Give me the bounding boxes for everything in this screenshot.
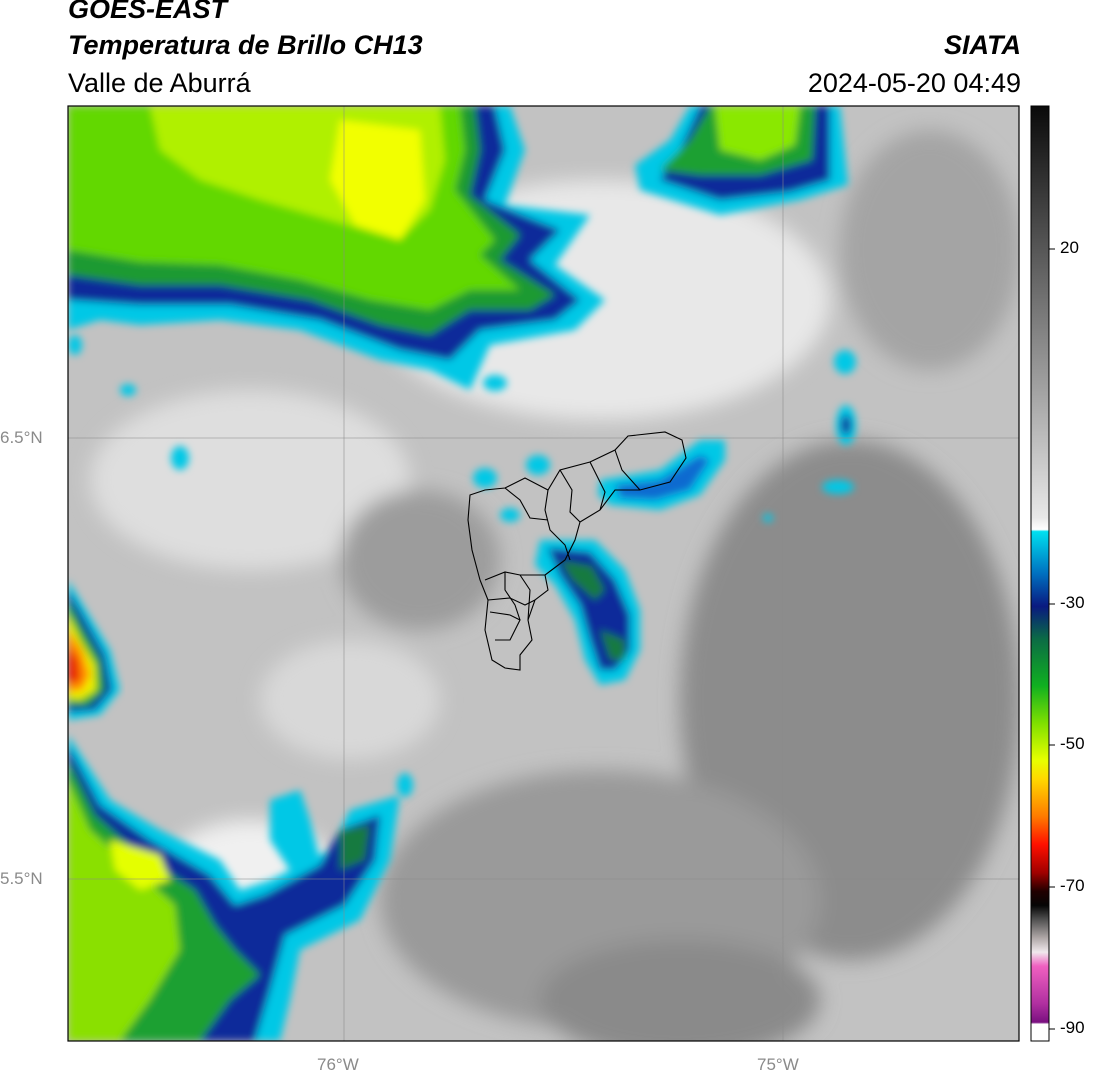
- municipality-border: [489, 611, 521, 641]
- warm-region: [90, 390, 410, 570]
- map-frame: [67, 105, 1020, 1042]
- lat-tick-label: 5.5°N: [0, 869, 43, 888]
- colorbar-ticks: [1049, 248, 1055, 1030]
- colorbar-tick-label: -70: [1060, 876, 1085, 895]
- colorbar-tick-label: 20: [1060, 238, 1079, 257]
- municipality-border: [589, 461, 606, 511]
- warm-region: [260, 640, 440, 760]
- map-gridlines: [68, 106, 1019, 1041]
- timestamp-label: 2024-05-20 04:49: [807, 68, 1021, 98]
- cold-cloud-region: [540, 940, 820, 1041]
- municipality-border: [504, 572, 521, 621]
- cold-cloud-region: [840, 130, 1019, 370]
- colorbar-ramp: [1031, 106, 1049, 1041]
- valley-outline: [467, 431, 687, 671]
- lon-tick-label: 76°W: [317, 1055, 359, 1074]
- convective-cloud-northwest: [68, 106, 605, 390]
- municipality-border: [487, 597, 536, 606]
- organization-label: SIATA: [944, 30, 1021, 60]
- title-satellite: GOES-EAST: [68, 0, 228, 24]
- convective-cloud-west: [68, 580, 120, 720]
- convective-cloud-central: [535, 440, 725, 685]
- region-label: Valle de Aburrá: [68, 68, 251, 98]
- convective-cloud-southwest: [68, 735, 400, 1041]
- convective-cloud-northeast: [635, 106, 848, 215]
- colorbar-tick-label: -90: [1060, 1018, 1085, 1037]
- colorbar-tick-label: -30: [1060, 593, 1085, 612]
- municipality-border: [544, 489, 571, 561]
- colorbar-tick-label: -50: [1060, 734, 1085, 753]
- municipality-border: [614, 449, 641, 491]
- municipality-border: [559, 469, 581, 523]
- isolated-cells: [68, 335, 856, 797]
- lat-tick-label: 6.5°N: [0, 428, 43, 447]
- municipality-border: [519, 574, 531, 621]
- valle-de-aburra-boundaries: [467, 431, 687, 671]
- municipality-border: [484, 571, 545, 581]
- municipality-border: [504, 487, 549, 521]
- colorbar-frame: [1030, 105, 1050, 1042]
- satellite-imagery: [68, 106, 1019, 1041]
- title-product: Temperatura de Brillo CH13: [68, 30, 423, 60]
- lon-tick-label: 75°W: [757, 1055, 799, 1074]
- cold-cloud-region: [340, 490, 500, 630]
